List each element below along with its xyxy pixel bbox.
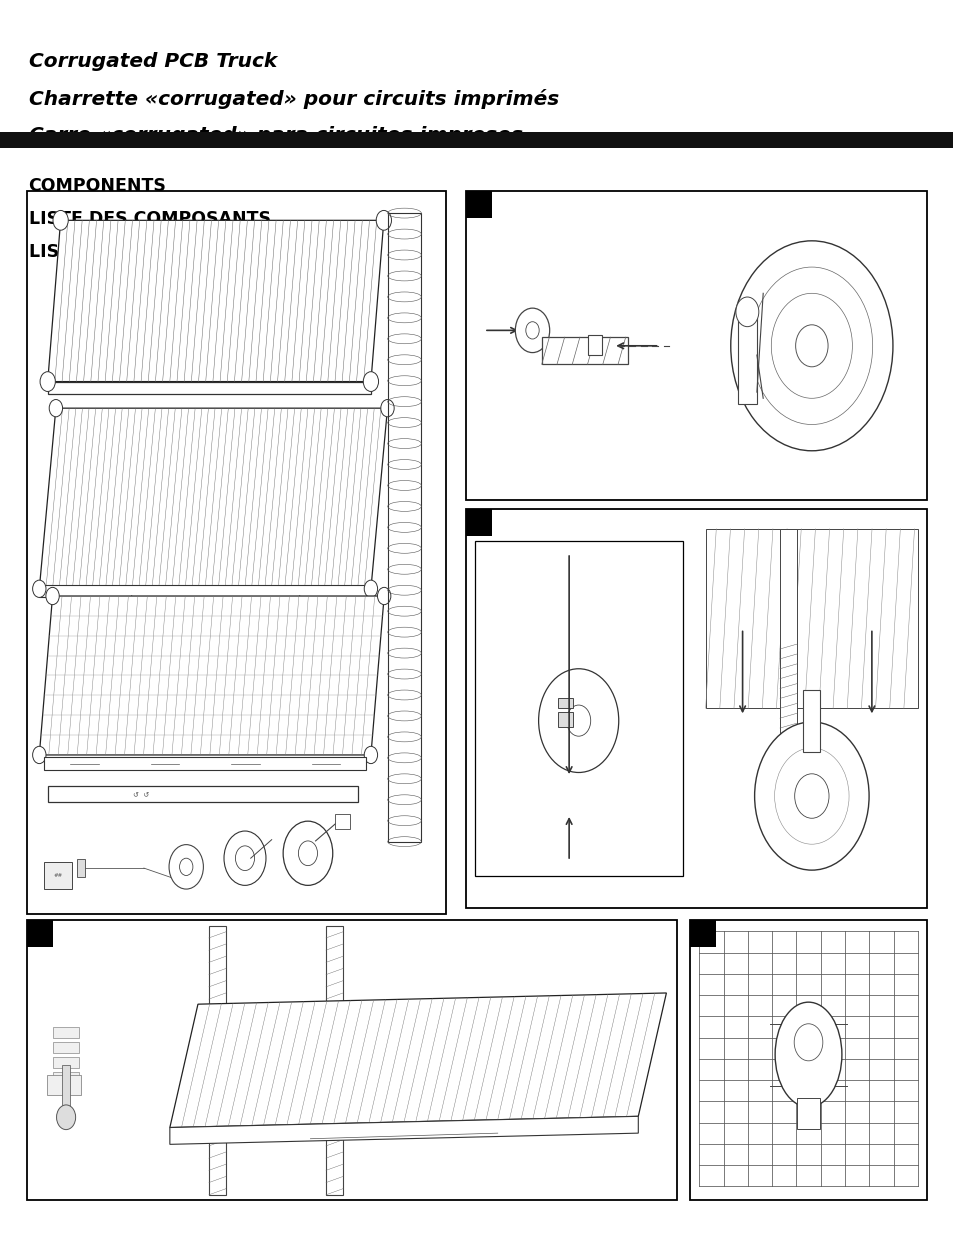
Bar — [475, 541, 681, 876]
Circle shape — [794, 774, 828, 819]
Text: Charrette «corrugated» pour circuits imprimés: Charrette «corrugated» pour circuits imp… — [29, 89, 558, 109]
Circle shape — [169, 845, 203, 889]
Polygon shape — [170, 993, 666, 1128]
Circle shape — [53, 210, 69, 230]
Circle shape — [298, 841, 317, 866]
Circle shape — [224, 831, 266, 885]
Text: ↺  ↺: ↺ ↺ — [132, 792, 149, 798]
Bar — [689, 920, 716, 947]
Text: Carro «corrugated» para circuitos impresos: Carro «corrugated» para circuitos impres… — [29, 126, 522, 144]
Text: COMPONENTS: COMPONENTS — [29, 177, 167, 195]
Ellipse shape — [793, 1024, 821, 1061]
Circle shape — [40, 372, 55, 391]
Bar — [689, 920, 926, 1200]
Bar — [39, 585, 371, 598]
Bar — [465, 509, 926, 908]
Bar — [465, 191, 492, 219]
Polygon shape — [48, 382, 371, 394]
Circle shape — [56, 1105, 75, 1130]
Bar — [52, 1057, 79, 1068]
Polygon shape — [48, 220, 383, 382]
Text: LISTE DES COMPOSANTS: LISTE DES COMPOSANTS — [29, 210, 271, 228]
Bar — [780, 529, 797, 758]
Polygon shape — [170, 1116, 638, 1145]
Circle shape — [750, 267, 872, 425]
Bar — [44, 757, 366, 769]
Bar — [335, 814, 350, 829]
Bar — [44, 862, 72, 889]
Circle shape — [377, 588, 391, 605]
Bar — [52, 1042, 79, 1053]
Bar — [465, 191, 926, 500]
Bar — [47, 1076, 81, 1095]
Bar — [802, 690, 820, 752]
Bar — [796, 1098, 819, 1129]
Bar — [27, 191, 446, 914]
Circle shape — [32, 580, 46, 598]
Polygon shape — [39, 408, 387, 589]
Circle shape — [364, 746, 377, 763]
Circle shape — [515, 309, 549, 353]
Circle shape — [50, 400, 63, 417]
Bar — [209, 926, 226, 1194]
Circle shape — [754, 722, 868, 871]
Circle shape — [380, 400, 394, 417]
Bar — [558, 699, 573, 709]
Bar — [705, 529, 917, 709]
Bar — [0, 132, 953, 148]
Text: Corrugated PCB Truck: Corrugated PCB Truck — [29, 52, 276, 70]
Circle shape — [730, 241, 892, 451]
Bar — [62, 1066, 70, 1118]
Circle shape — [525, 322, 538, 340]
Bar — [52, 1072, 79, 1083]
Bar — [465, 509, 492, 536]
Ellipse shape — [774, 1002, 841, 1107]
Bar — [48, 785, 358, 802]
Bar — [27, 920, 53, 947]
Circle shape — [235, 846, 254, 871]
Circle shape — [566, 705, 590, 736]
Bar — [77, 860, 85, 877]
Bar — [737, 319, 756, 405]
Text: ##: ## — [53, 873, 62, 878]
Text: *: * — [129, 595, 134, 605]
Circle shape — [283, 821, 333, 885]
Circle shape — [795, 325, 827, 367]
Bar — [52, 1028, 79, 1039]
Circle shape — [363, 372, 378, 391]
Circle shape — [46, 588, 59, 605]
Circle shape — [375, 210, 391, 230]
Text: *: * — [296, 595, 302, 605]
Text: LISTA DE COMPONENTES: LISTA DE COMPONENTES — [29, 243, 271, 262]
Bar — [326, 926, 343, 1194]
Bar — [27, 920, 677, 1200]
Polygon shape — [39, 597, 384, 755]
Circle shape — [179, 858, 193, 876]
Bar — [387, 214, 421, 842]
Circle shape — [538, 669, 618, 773]
Circle shape — [364, 580, 377, 598]
Circle shape — [32, 746, 46, 763]
Bar — [587, 336, 601, 356]
Circle shape — [770, 294, 852, 398]
Bar — [541, 337, 627, 364]
Bar — [558, 711, 573, 726]
Circle shape — [735, 298, 758, 327]
